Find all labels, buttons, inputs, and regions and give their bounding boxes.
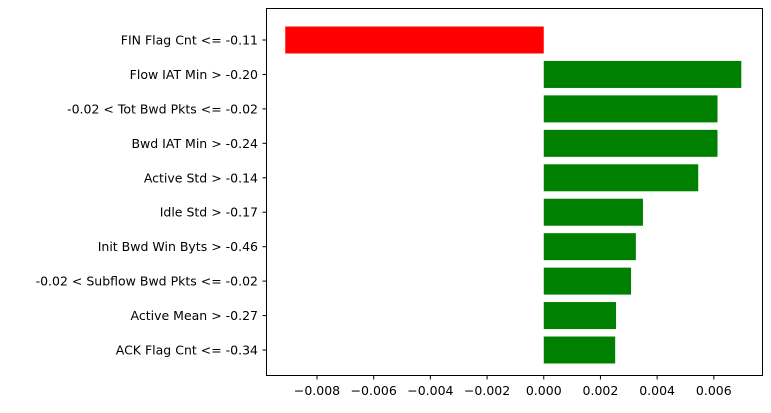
x-tick-label: 0.006 xyxy=(696,383,732,398)
y-tick-label: -0.02 < Tot Bwd Pkts <= -0.02 xyxy=(67,101,258,116)
bar xyxy=(285,26,544,54)
bar xyxy=(543,233,636,261)
y-tick-label: FIN Flag Cnt <= -0.11 xyxy=(121,33,258,48)
plot-frame xyxy=(266,8,763,376)
y-tick-label: Active Std > -0.14 xyxy=(144,170,258,185)
bars-layer xyxy=(285,26,742,364)
bar xyxy=(543,267,632,295)
y-tick-label: ACK Flag Cnt <= -0.34 xyxy=(116,343,258,358)
bar xyxy=(543,164,699,192)
x-tick-label: −0.008 xyxy=(294,383,340,398)
x-tick-label: −0.004 xyxy=(407,383,453,398)
y-tick-label: Bwd IAT Min > -0.24 xyxy=(131,136,258,151)
bar xyxy=(543,95,718,123)
y-tick-label: Init Bwd Win Byts > -0.46 xyxy=(98,239,258,254)
x-tick-label: 0.000 xyxy=(526,383,562,398)
bar xyxy=(543,198,643,226)
bar xyxy=(543,302,617,330)
bar xyxy=(543,60,742,88)
bar xyxy=(543,129,718,157)
y-tick-label: Flow IAT Min > -0.20 xyxy=(130,67,258,82)
x-tick-label: −0.002 xyxy=(464,383,510,398)
x-tick-label: −0.006 xyxy=(351,383,397,398)
y-tick-label: Active Mean > -0.27 xyxy=(131,308,258,323)
y-tick-label: Idle Std > -0.17 xyxy=(160,205,258,220)
x-tick-label: 0.002 xyxy=(583,383,619,398)
y-tick-label: -0.02 < Subflow Bwd Pkts <= -0.02 xyxy=(36,274,258,289)
x-tick-label: 0.004 xyxy=(639,383,675,398)
x-axis-ticks: −0.008 −0.006 −0.004 −0.002 0.000 0.002 0.004 0… xyxy=(294,375,732,398)
y-axis-ticks: FIN Flag Cnt <= -0.11 Flow IAT Min > -0.2… xyxy=(36,33,267,358)
bar xyxy=(543,336,616,364)
